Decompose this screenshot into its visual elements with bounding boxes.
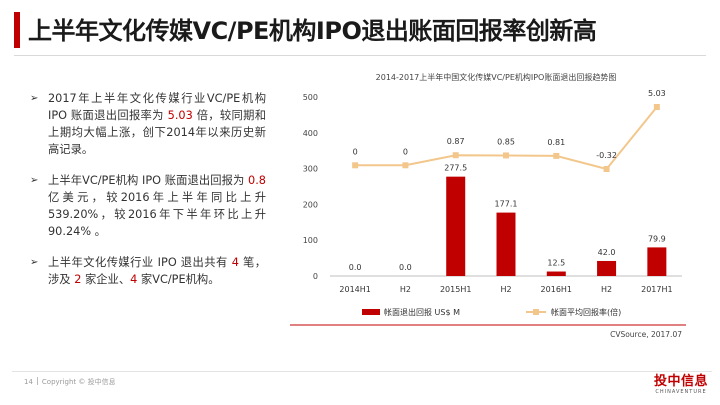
line-data-label: 0 (403, 147, 408, 156)
chart-svg: 2014-2017上半年中国文化传媒VC/PE机构IPO账面退出回报趋势图 0 10… (276, 72, 686, 339)
x-tick-label: 2015H1 (440, 285, 471, 294)
legend-label-line: 帐面平均回报率(倍) (551, 307, 621, 317)
source-note: CVSource, 2017.07 (610, 330, 682, 339)
bullet-text: 倍，较同期和上期均大幅上涨，创下2014年以来历史新高记录。 (48, 109, 266, 156)
line-point (603, 166, 610, 172)
line-data-label: 0.85 (497, 137, 515, 146)
x-tick-label: H2 (400, 285, 411, 294)
bar (446, 176, 466, 276)
highlight-value: 4 (130, 273, 138, 286)
copyright-text: Copyright © 投中信息 (41, 378, 116, 386)
line-point (402, 162, 409, 169)
footer-separator (36, 377, 38, 385)
bullet-arrow-icon: ➢ (30, 175, 39, 186)
bullet-text: 家VC/PE机构。 (137, 273, 220, 286)
bullet-text: 笔，涉及 (48, 256, 267, 286)
legend-swatch-bar (362, 309, 380, 315)
bar-data-label: 12.5 (547, 259, 565, 268)
highlight-value: 2 (74, 273, 82, 286)
bar-data-label: 0.0 (399, 263, 412, 272)
bullet-text: 上半年文化传媒行业 IPO 退出共有 (48, 256, 232, 269)
footer-info: 14 Copyright © 投中信息 (24, 377, 116, 387)
line-point (653, 104, 660, 110)
bar-data-label: 177.1 (495, 200, 518, 209)
y-tick-label: 300 (303, 165, 318, 174)
chart-container: 2014-2017上半年中国文化传媒VC/PE机构IPO账面退出回报趋势图 0 10… (276, 66, 700, 358)
line-point (452, 152, 459, 159)
y-tick-label: 0 (313, 272, 318, 281)
bar (597, 260, 617, 276)
bullet-text: 2017年上半年文化传媒行业VC/PE机构 IPO 账面退出回报率为 (48, 92, 266, 122)
line-data-label: 0 (353, 147, 358, 156)
y-tick-label: 200 (303, 200, 318, 209)
line-data-label: 0.81 (547, 138, 565, 147)
logo-subtext: CHINAVENTURE (655, 389, 707, 395)
y-tick-label: 500 (303, 93, 318, 102)
bar (546, 271, 566, 276)
highlight-value: 5.03 (167, 109, 193, 122)
line-data-label: 5.03 (648, 89, 666, 98)
page-title: 上半年文化传媒VC/PE机构IPO退出账面回报率创新高 (28, 17, 597, 45)
x-tick-label: H2 (601, 285, 612, 294)
bar-data-label: 42.0 (598, 248, 616, 257)
line-data-label: 0.87 (447, 137, 465, 146)
x-tick-label: H2 (500, 285, 511, 294)
legend-label-bar: 帐面退出回报 US$ M (384, 307, 460, 317)
logo-text: 投中信息 (653, 374, 708, 389)
x-tick-label: 2014H1 (339, 285, 370, 294)
highlight-value: 0.8 (248, 174, 266, 187)
highlight-value: 4 (231, 256, 239, 269)
bullet-list: ➢ 2017年上半年文化传媒行业VC/PE机构 IPO 账面退出回报率为 5.03… (30, 90, 267, 302)
line-point (503, 152, 509, 159)
bullet-arrow-icon: ➢ (30, 257, 39, 268)
bar (496, 212, 516, 276)
line-data-label: -0.32 (596, 151, 617, 160)
page-number: 14 (24, 378, 33, 386)
bullet-item: ➢ 2017年上半年文化传媒行业VC/PE机构 IPO 账面退出回报率为 5.03… (30, 90, 266, 158)
legend-marker-line (533, 309, 539, 315)
bar-data-label: 79.9 (648, 234, 666, 243)
bar-data-label: 0.0 (349, 263, 362, 272)
title-accent-bar (14, 12, 20, 48)
bar (647, 247, 667, 276)
bullet-arrow-icon: ➢ (30, 93, 39, 104)
title-divider (14, 55, 706, 56)
y-tick-label: 100 (303, 236, 318, 245)
x-tick-label: 2016H1 (541, 285, 572, 294)
bullet-text: 家企业、 (81, 273, 131, 286)
x-tick-label: 2017H1 (641, 285, 672, 294)
bar-data-label: 277.5 (444, 164, 467, 173)
bullet-text: 上半年VC/PE机构 IPO 账面退出回报为 (48, 174, 249, 187)
bullet-item: ➢ 上半年VC/PE机构 IPO 账面退出回报为 0.8 亿美元，较2016年上半… (30, 172, 266, 240)
y-tick-label: 400 (303, 129, 318, 138)
line-point (553, 152, 560, 159)
bullet-item: ➢ 上半年文化传媒行业 IPO 退出共有 4 笔，涉及 2 家企业、4 家VC/P… (30, 254, 267, 288)
bullet-text: 亿美元，较2016年上半年同比上升 539.20%，较2016年下半年环比上升 … (48, 191, 266, 238)
chart-title: 2014-2017上半年中国文化传媒VC/PE机构IPO账面退出回报趋势图 (376, 72, 617, 82)
footer-divider (12, 371, 712, 372)
brand-logo: 投中信息 CHINAVENTURE (653, 374, 708, 396)
line-point (352, 162, 359, 169)
